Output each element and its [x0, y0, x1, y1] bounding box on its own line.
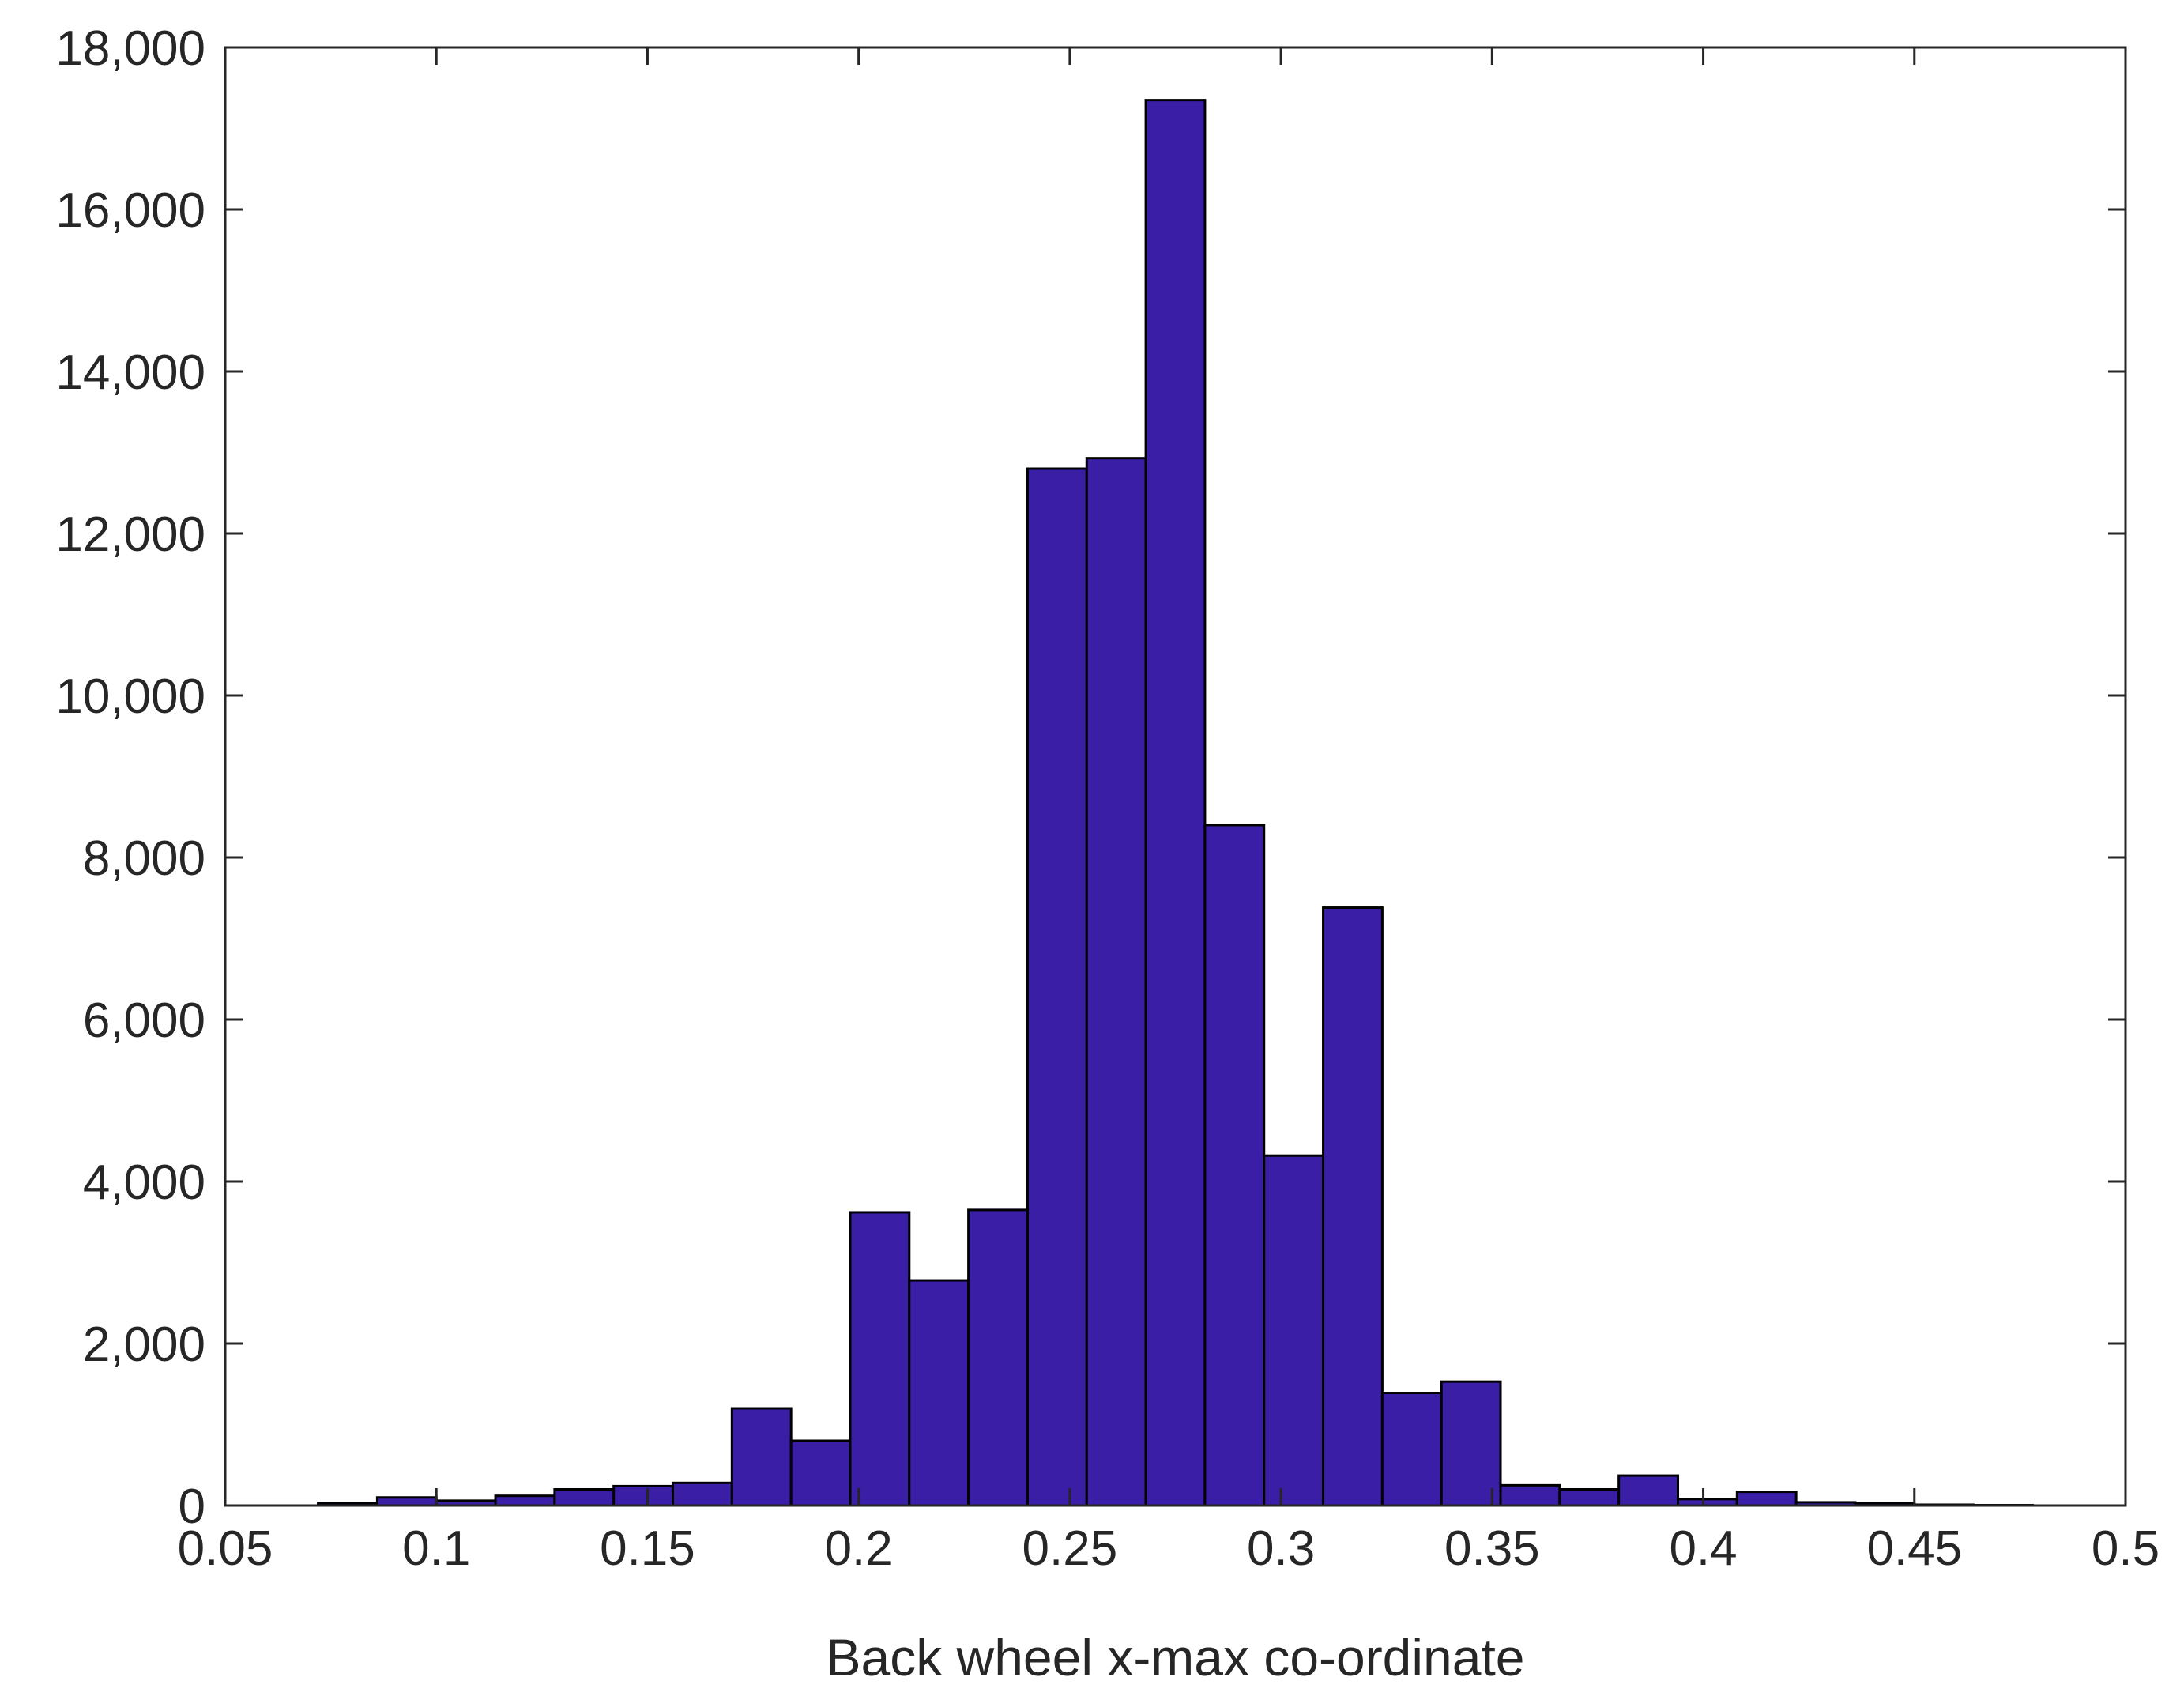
histogram-bar: [612, 1484, 675, 1507]
histogram-bar: [849, 1211, 911, 1507]
histogram-bar: [553, 1488, 616, 1507]
y-tick-label: 4,000: [83, 1155, 205, 1210]
y-tick-label: 10,000: [55, 669, 205, 724]
y-tick-label: 18,000: [55, 21, 205, 76]
histogram-bars: [317, 99, 2034, 1507]
y-tick-label: 0: [179, 1479, 205, 1534]
axis-ticks: [224, 46, 2127, 1507]
plot-frame: [224, 46, 2127, 1507]
histogram-bar: [494, 1494, 556, 1507]
histogram-bar: [730, 1407, 793, 1507]
y-tick-label: 6,000: [83, 993, 205, 1048]
x-tick-label: 0.1: [402, 1521, 470, 1576]
histogram-bar: [1499, 1483, 1561, 1507]
x-axis-tick-labels: 0.05 0.1 0.15 0.2 0.25 0.3 0.35 0.4 0.45 0.5: [178, 1521, 2160, 1576]
x-tick-label: 0.4: [1669, 1521, 1737, 1576]
x-tick-label: 0.2: [825, 1521, 893, 1576]
histogram-bar: [1026, 467, 1088, 1507]
y-tick-label: 14,000: [55, 345, 205, 400]
histogram-bar: [908, 1279, 970, 1507]
histogram-bar: [1735, 1491, 1798, 1507]
x-tick-label: 0.5: [2092, 1521, 2160, 1576]
x-tick-label: 0.15: [600, 1521, 695, 1576]
histogram-bar: [789, 1439, 852, 1507]
histogram-bar: [375, 1496, 438, 1507]
x-tick-label: 0.3: [1247, 1521, 1315, 1576]
x-axis-title: Back wheel x-max co-ordinate: [826, 1628, 1524, 1687]
y-tick-label: 16,000: [55, 183, 205, 238]
histogram-bar: [1322, 906, 1384, 1507]
histogram-bar: [1203, 824, 1266, 1507]
y-tick-label: 2,000: [83, 1317, 205, 1372]
y-axis-tick-labels: 0 2,000 4,000 6,000 8,000 10,000 12,000 14,000 1…: [55, 21, 205, 1534]
x-tick-label: 0.45: [1866, 1521, 1962, 1576]
histogram-bar: [1380, 1392, 1443, 1507]
histogram-bar: [1144, 99, 1207, 1507]
x-tick-label: 0.05: [178, 1521, 273, 1576]
x-tick-label: 0.35: [1444, 1521, 1540, 1576]
histogram-bar: [672, 1481, 733, 1507]
histogram-bar: [967, 1208, 1029, 1507]
histogram-bar: [1617, 1474, 1679, 1507]
histogram-bar: [1263, 1154, 1325, 1507]
x-tick-label: 0.25: [1022, 1521, 1118, 1576]
y-tick-label: 8,000: [83, 831, 205, 886]
histogram-bar: [1440, 1380, 1502, 1507]
y-tick-label: 12,000: [55, 507, 205, 562]
histogram-bar: [1085, 457, 1147, 1507]
histogram-bar: [1558, 1488, 1621, 1507]
